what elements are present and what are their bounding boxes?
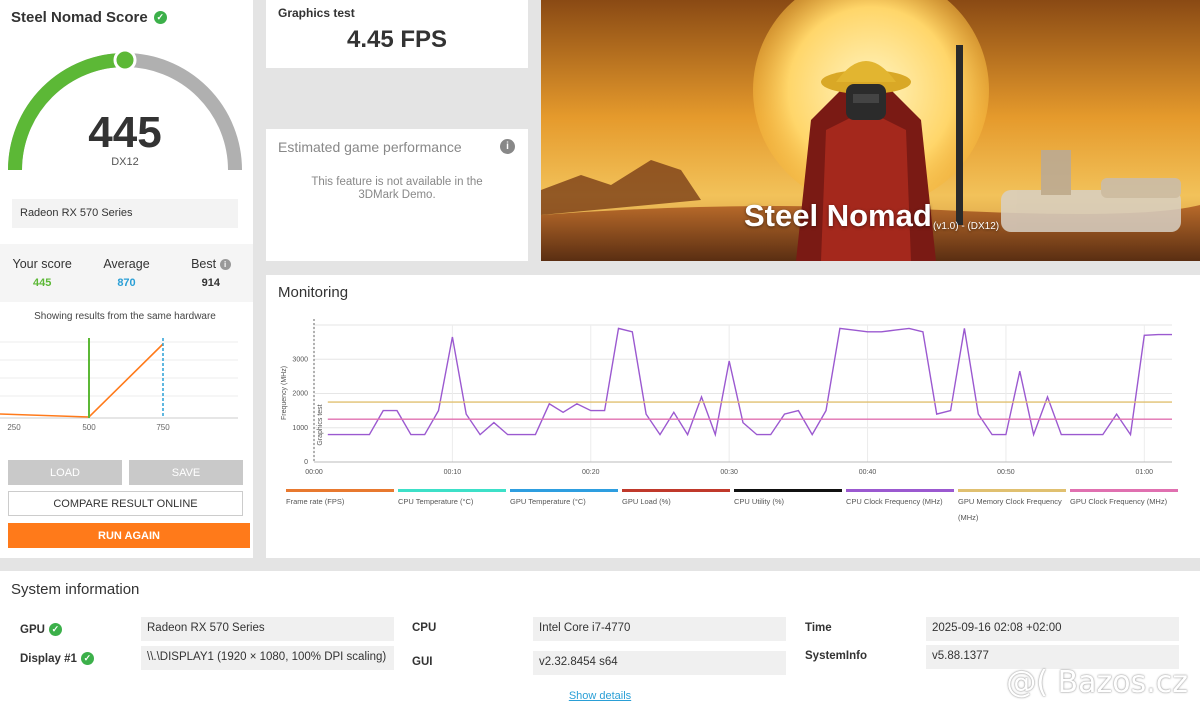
graphics-test-label: Graphics test: [278, 6, 355, 20]
best-label: Best: [191, 257, 217, 271]
check-icon: ✓: [48, 623, 62, 636]
legend-swatch: [958, 489, 1066, 492]
time-value: 2025-09-16 02:08 +02:00: [926, 617, 1179, 641]
score-title-row: Steel Nomad Score ✓: [11, 9, 167, 26]
dist-tick-500: 500: [82, 423, 96, 432]
benchmark-banner: Steel Nomad (v1.0) - (DX12): [541, 0, 1200, 261]
check-icon: ✓: [80, 652, 94, 665]
monitoring-chart: 0 1000 2000 3000 00:00 00:10 00:20 00:30 00:40 00…: [281, 319, 1178, 522]
estimated-performance-panel: Estimated game performance i This featur…: [266, 129, 528, 261]
compare-online-button[interactable]: COMPARE RESULT ONLINE: [8, 491, 243, 516]
score-panel: Steel Nomad Score ✓ 445 DX12 Radeon RX 5…: [0, 0, 253, 558]
y-tick-label: 0: [304, 459, 308, 466]
gui-value: v2.32.8454 s64: [533, 651, 786, 675]
legend-swatch: [286, 489, 394, 492]
legend-swatch: [1070, 489, 1178, 492]
legend-label: GPU Load (%): [622, 497, 671, 506]
best-label-row: Best i: [169, 257, 253, 271]
score-value: 445: [88, 108, 162, 157]
watermark: @( Bazos.cz: [1006, 665, 1188, 700]
score-gauge: [8, 48, 242, 171]
legend-swatch: [622, 489, 730, 492]
gpu-value: Radeon RX 570 Series: [141, 617, 394, 641]
graphics-test-panel: Graphics test 4.45 FPS: [266, 0, 528, 68]
x-tick-label: 00:50: [997, 469, 1015, 476]
score-stats: Your score 445 Average 870 Best i 914: [0, 244, 253, 302]
legend-label: GPU Temperature (°C): [510, 497, 586, 506]
your-score-label: Your score: [12, 257, 72, 271]
banner-title: Steel Nomad: [744, 198, 932, 233]
time-label: Time: [805, 622, 832, 634]
gpu-label-row: GPU ✓: [20, 623, 62, 636]
gui-label: GUI: [412, 656, 433, 668]
dist-tick-750: 750: [156, 423, 170, 432]
dist-tick-250: 250: [7, 423, 21, 432]
x-tick-label: 00:10: [444, 469, 462, 476]
gauge-marker: [113, 48, 137, 72]
estimated-note: This feature is not available in the 3DM…: [311, 176, 483, 201]
check-icon: ✓: [153, 11, 167, 24]
banner-artwork: [541, 0, 1200, 261]
legend-swatch: [398, 489, 506, 492]
x-tick-label: 00:30: [720, 469, 738, 476]
legend-label: Frame rate (FPS): [286, 497, 345, 506]
graphics-test-value: 4.45 FPS: [346, 26, 448, 53]
display-label-row: Display #1 ✓: [20, 652, 94, 665]
legend-swatch: [846, 489, 954, 492]
save-button[interactable]: SAVE: [129, 460, 243, 485]
banner-character: [796, 45, 963, 261]
banner-vehicle: [1001, 150, 1181, 232]
y-axis-label-2: Graphics test: [317, 404, 324, 445]
systeminfo-value: v5.88.1377: [926, 645, 1179, 669]
display-value: \\.\DISPLAY1 (1920 × 1080, 100% DPI scal…: [141, 646, 394, 670]
average-stat: Average 870: [84, 244, 168, 302]
legend-label: CPU Clock Frequency (MHz): [846, 497, 943, 506]
gauge-fill: [8, 53, 126, 171]
display-label: Display #1: [20, 652, 77, 665]
monitoring-panel: Monitoring 0 1000 2000 3000 00:00 00:10 00:20 0…: [266, 275, 1200, 558]
banner-version: (v1.0) - (DX12): [933, 221, 1000, 232]
hardware-name: Radeon RX 570 Series: [12, 199, 238, 228]
same-hardware-note: Showing results from the same hardware: [34, 311, 216, 322]
banner-rocks: [541, 160, 701, 215]
legend-swatch: [734, 489, 842, 492]
x-tick-label: 00:40: [859, 469, 877, 476]
legend-label: GPU Memory Clock Frequency (MHz): [958, 497, 1062, 522]
y-axis-label: Frequency (MHz): [281, 366, 288, 420]
legend-label: CPU Temperature (°C): [398, 497, 474, 506]
x-tick-label: 01:00: [1136, 469, 1154, 476]
legend-label: GPU Clock Frequency (MHz): [1070, 497, 1168, 506]
average-label: Average: [103, 257, 150, 271]
info-icon[interactable]: i: [500, 139, 515, 154]
x-tick-label: 00:20: [582, 469, 600, 476]
system-info-panel: System information GPU ✓ Radeon RX 570 S…: [0, 571, 1200, 709]
system-info-title: System information: [11, 581, 140, 598]
x-tick-label: 00:00: [305, 469, 323, 476]
distribution-chart: 250 500 750: [0, 338, 238, 432]
your-score-value: 445: [32, 277, 52, 289]
best-value: 914: [201, 277, 220, 289]
y-tick-label: 3000: [292, 356, 308, 363]
run-again-button[interactable]: RUN AGAIN: [8, 523, 250, 548]
legend-swatch: [510, 489, 618, 492]
dist-curve: [0, 343, 164, 418]
series-line: [327, 327, 1172, 438]
y-tick-label: 2000: [292, 391, 308, 398]
average-value: 870: [117, 277, 136, 289]
cpu-label: CPU: [412, 622, 437, 634]
legend-label: CPU Utility (%): [734, 497, 785, 506]
best-stat: Best i 914: [169, 244, 253, 302]
your-score-stat: Your score 445: [0, 244, 84, 302]
systeminfo-label: SystemInfo: [805, 650, 867, 662]
info-icon[interactable]: i: [219, 259, 231, 270]
load-button[interactable]: LOAD: [8, 460, 122, 485]
gpu-label: GPU: [20, 623, 45, 636]
y-tick-label: 1000: [292, 425, 308, 432]
api-label: DX12: [111, 156, 139, 168]
monitoring-title: Monitoring: [278, 284, 349, 301]
cpu-value: Intel Core i7-4770: [533, 617, 786, 641]
show-details-link[interactable]: Show details: [568, 690, 632, 702]
score-title: Steel Nomad Score: [11, 9, 148, 26]
estimated-title: Estimated game performance: [278, 139, 462, 155]
